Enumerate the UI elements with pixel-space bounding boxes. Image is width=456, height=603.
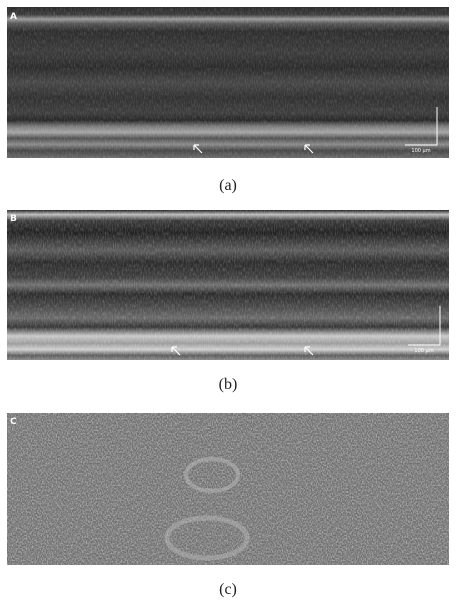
- arrow: [193, 144, 203, 154]
- panel-label: B: [10, 214, 17, 224]
- caption: (a): [219, 177, 237, 194]
- panel-c: C: [7, 413, 449, 565]
- panel-label: A: [10, 12, 17, 22]
- arrow: [304, 346, 314, 356]
- speckle: [7, 210, 449, 360]
- scale-bar: [408, 306, 441, 346]
- panel-b: B 100 μm: [7, 210, 449, 360]
- vessel: [184, 457, 240, 493]
- scale-bar: [405, 107, 438, 146]
- arrow: [171, 346, 181, 356]
- vessel: [164, 515, 250, 561]
- panel-label: C: [10, 417, 17, 427]
- caption: (c): [219, 581, 237, 598]
- caption: (b): [219, 376, 238, 393]
- speckle: [7, 7, 449, 158]
- panel-a: A 100 μm: [7, 7, 449, 158]
- arrow: [304, 144, 314, 154]
- scale-label: 100 μm: [414, 348, 433, 354]
- scale-label: 100 μm: [411, 148, 430, 154]
